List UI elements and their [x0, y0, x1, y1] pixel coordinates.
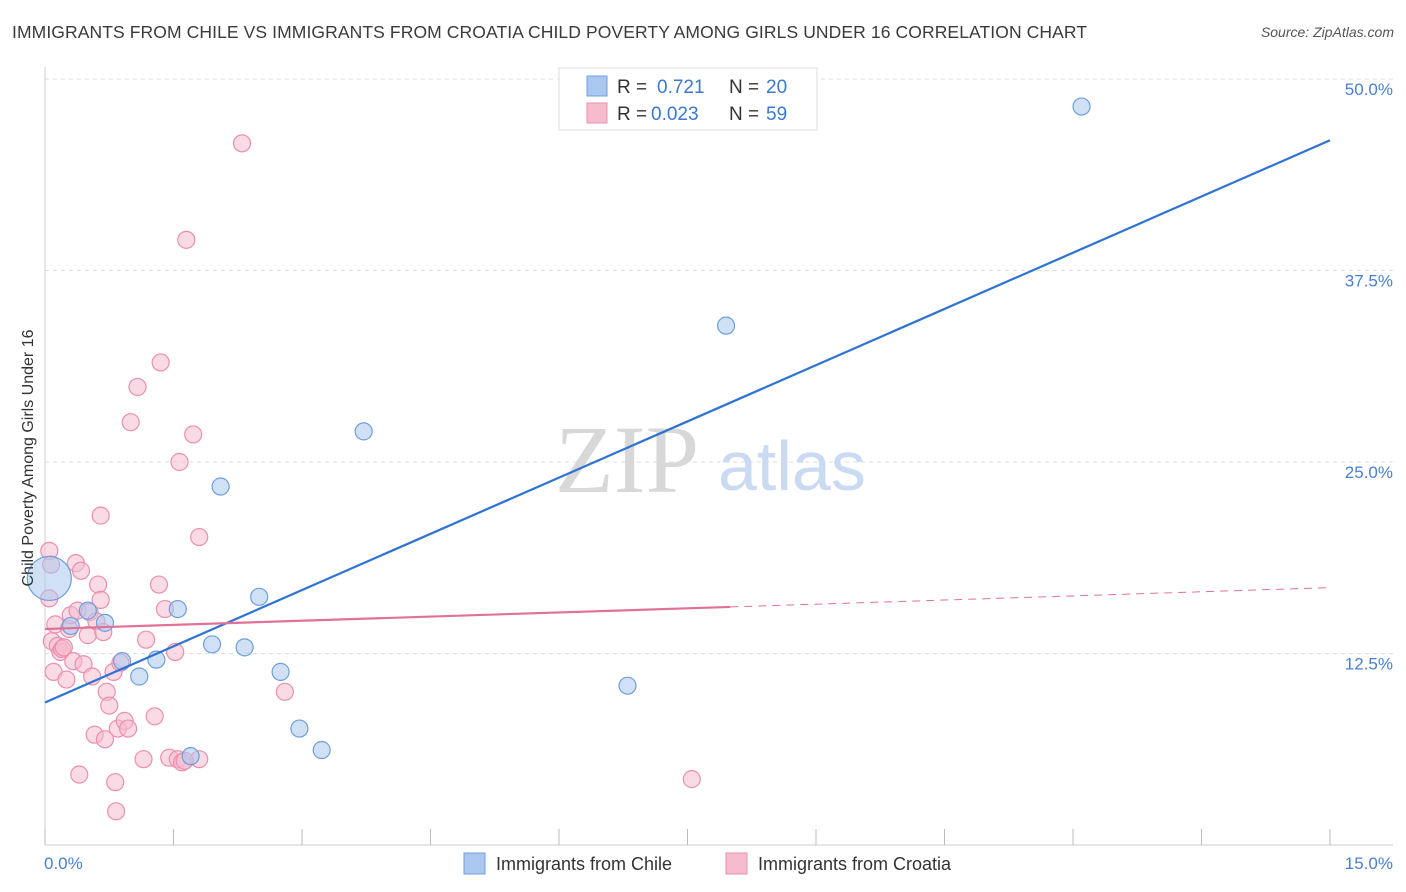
croatia-point: [71, 561, 91, 580]
croatia-point: [149, 575, 169, 594]
chile-point: [290, 719, 309, 738]
croatia-point: [170, 452, 189, 472]
chile-point: [26, 555, 72, 602]
croatia-point: [121, 413, 140, 432]
croatia-point: [107, 802, 126, 821]
chile-point: [1072, 97, 1091, 116]
y-tick-label: 50.0%: [1345, 80, 1393, 99]
chile-point: [354, 422, 373, 441]
chile-point: [250, 587, 269, 606]
chile-point: [618, 676, 637, 695]
croatia-point: [275, 682, 294, 701]
x-tick-label: 0.0%: [44, 854, 83, 873]
legend-r-label-chile: R =: [617, 77, 647, 98]
croatia-point: [100, 696, 119, 715]
bottom-legend-swatch-croatia: [725, 852, 748, 875]
legend-r-label-croatia: R =: [617, 104, 647, 125]
bottom-legend-swatch-chile: [463, 852, 486, 875]
chile-point: [271, 662, 290, 681]
bottom-legend: Immigrants from Chile Immigrants from Cr…: [463, 852, 952, 875]
croatia-trend-line: [44, 605, 731, 631]
chile-point: [211, 477, 230, 496]
croatia-trend-line-dashed: [730, 587, 1331, 608]
y-tick-label: 37.5%: [1345, 272, 1393, 291]
watermark-zip: ZIP: [555, 406, 699, 513]
chile-point: [181, 747, 200, 766]
chart-title: IMMIGRANTS FROM CHILE VS IMMIGRANTS FROM…: [12, 22, 1088, 42]
legend-box: R = 0.721 N = 20 R = 0.023 N = 59: [558, 67, 818, 131]
chile-point: [312, 740, 331, 760]
croatia-point: [136, 630, 156, 649]
croatia-point: [106, 773, 125, 792]
y-axis-label: Child Poverty Among Girls Under 16: [20, 329, 37, 586]
chile-point: [130, 667, 149, 686]
croatia-point: [177, 230, 196, 249]
trend-layer: [44, 139, 1331, 704]
croatia-point: [145, 707, 164, 726]
croatia-point: [151, 353, 170, 372]
croatia-point: [91, 590, 110, 609]
croatia-point: [118, 719, 138, 738]
x-tick-label: 15.0%: [1345, 854, 1393, 873]
croatia-point: [128, 377, 147, 397]
grid-layer: [45, 78, 1393, 654]
croatia-point: [190, 527, 209, 547]
croatia-point: [91, 506, 110, 525]
legend-r-value-chile: 0.721: [657, 77, 705, 98]
chile-point: [716, 316, 736, 335]
bottom-legend-label-chile: Immigrants from Chile: [496, 854, 672, 874]
y-tick-label: 25.0%: [1345, 463, 1393, 482]
bottom-legend-label-croatia: Immigrants from Croatia: [758, 854, 952, 874]
chile-point: [95, 613, 115, 632]
chile-point: [202, 635, 222, 654]
legend-swatch-chile: [586, 75, 608, 97]
axis-layer: 12.5% 25.0% 37.5% 50.0% 0.0% 15.0%: [44, 67, 1393, 873]
croatia-point: [89, 575, 108, 594]
chile-point: [168, 599, 187, 619]
chile-point: [235, 638, 254, 657]
watermark: ZIP atlas: [555, 406, 866, 513]
y-tick-label: 12.5%: [1345, 655, 1393, 674]
croatia-point: [57, 670, 76, 689]
croatia-point: [70, 765, 89, 784]
croatia-point: [95, 730, 115, 749]
legend-n-label-chile: N =: [729, 77, 759, 98]
croatia-point: [232, 134, 252, 153]
legend-n-value-chile: 20: [766, 77, 787, 98]
croatia-point: [134, 750, 153, 769]
chile-point: [61, 616, 80, 636]
source-credit: Source: ZipAtlas.com: [1260, 24, 1394, 40]
legend-n-label-croatia: N =: [729, 104, 759, 125]
legend-swatch-croatia: [586, 102, 608, 124]
croatia-point: [184, 425, 203, 444]
watermark-atlas: atlas: [718, 427, 866, 505]
croatia-point: [682, 770, 701, 789]
chile-point: [78, 601, 97, 620]
croatia-point: [54, 638, 73, 657]
legend-r-value-croatia: 0.023: [651, 104, 699, 125]
chile-trend-line: [44, 139, 1331, 704]
legend-n-value-croatia: 59: [766, 104, 787, 125]
